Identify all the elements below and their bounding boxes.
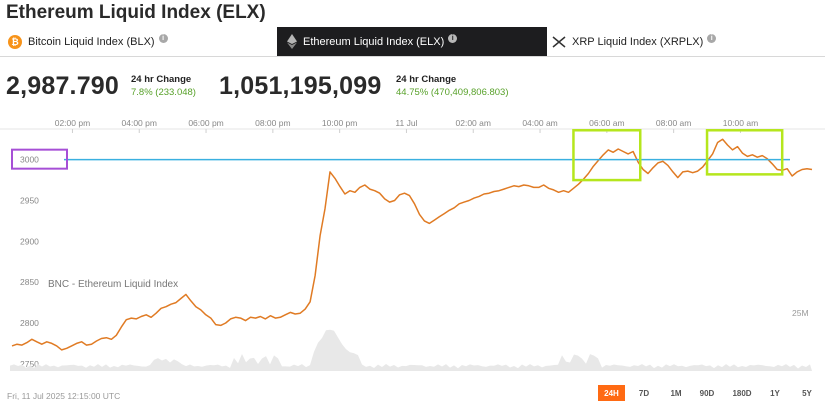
range-1m-button[interactable]: 1M: [670, 388, 682, 398]
x-tick-label: 04:00 am: [522, 118, 557, 128]
volume-change-value: 44.75% (470,409,806.803): [396, 87, 509, 98]
x-tick-label: 08:00 am: [656, 118, 691, 128]
range-1y-button[interactable]: 1Y: [770, 388, 780, 398]
range-24h-button[interactable]: 24H: [598, 385, 625, 401]
reference-label-box: [11, 148, 68, 170]
x-tick-label: 08:00 pm: [255, 118, 290, 128]
info-icon[interactable]: i: [158, 34, 168, 43]
range-180d-button[interactable]: 180D: [732, 388, 752, 398]
x-tick-label: 11 Jul: [395, 118, 417, 128]
tab-blx[interactable]: ₿ Bitcoin Liquid Index (BLX) i: [8, 27, 268, 56]
footer-timestamp: Fri, 11 Jul 2025 12:15:00 UTC: [7, 391, 121, 401]
tab-elx-label: Ethereum Liquid Index (ELX): [303, 35, 445, 48]
price-value: 2,987.790: [6, 72, 120, 100]
highlight-box: [705, 129, 784, 176]
y-tick-label: 2850: [20, 277, 39, 287]
volume-change-label: 24 hr Change: [396, 74, 457, 85]
volume-value: 1,051,195,099: [219, 72, 382, 100]
info-icon[interactable]: i: [448, 34, 458, 43]
range-7d-button[interactable]: 7D: [638, 388, 650, 398]
price-line: [11, 138, 813, 351]
volume-scale-label: 25M: [792, 308, 809, 318]
y-tick-label: 3000: [20, 155, 39, 165]
price-chart: 02:00 pm 04:00 pm 06:00 pm 08:00 pm 10:00 pm…: [0, 100, 825, 403]
chart-svg: 02:00 pm 04:00 pm 06:00 pm 08:00 pm 10:00 pm…: [0, 118, 825, 371]
x-tick-label: 02:00 pm: [55, 118, 90, 128]
x-tick-label: 10:00 pm: [322, 118, 357, 128]
price-change-label: 24 hr Change: [131, 74, 192, 85]
info-icon[interactable]: i: [707, 34, 717, 43]
x-tick-label: 06:00 am: [589, 118, 624, 128]
x-tick-label: 10:00 am: [723, 118, 758, 128]
x-tick-label: 04:00 pm: [122, 118, 157, 128]
bitcoin-icon: ₿: [8, 34, 22, 49]
page-title: Ethereum Liquid Index (ELX): [6, 2, 266, 23]
ethereum-icon: [287, 34, 297, 49]
tab-xrplx[interactable]: XRP Liquid Index (XRPLX) i: [552, 27, 812, 56]
tab-blx-label: Bitcoin Liquid Index (BLX): [28, 35, 155, 48]
chart-caption: BNC - Ethereum Liquid Index: [48, 279, 178, 290]
y-tick-label: 2900: [20, 236, 39, 246]
tab-elx[interactable]: Ethereum Liquid Index (ELX) i: [277, 27, 547, 56]
x-tick-label: 02:00 am: [456, 118, 491, 128]
price-change-value: 7.8% (233.048): [131, 87, 196, 98]
y-tick-label: 2800: [20, 318, 39, 328]
y-tick-label: 2750: [20, 359, 39, 369]
highlight-box: [572, 129, 642, 182]
volume-area: [10, 329, 812, 371]
index-tabs: ₿ Bitcoin Liquid Index (BLX) i Ethereum …: [0, 27, 825, 57]
range-5y-button[interactable]: 5Y: [802, 388, 812, 398]
y-tick-label: 2950: [20, 196, 39, 206]
tab-xrplx-label: XRP Liquid Index (XRPLX): [572, 35, 704, 48]
x-tick-label: 06:00 pm: [188, 118, 223, 128]
range-90d-button[interactable]: 90D: [699, 388, 715, 398]
xrp-icon: [552, 35, 566, 48]
